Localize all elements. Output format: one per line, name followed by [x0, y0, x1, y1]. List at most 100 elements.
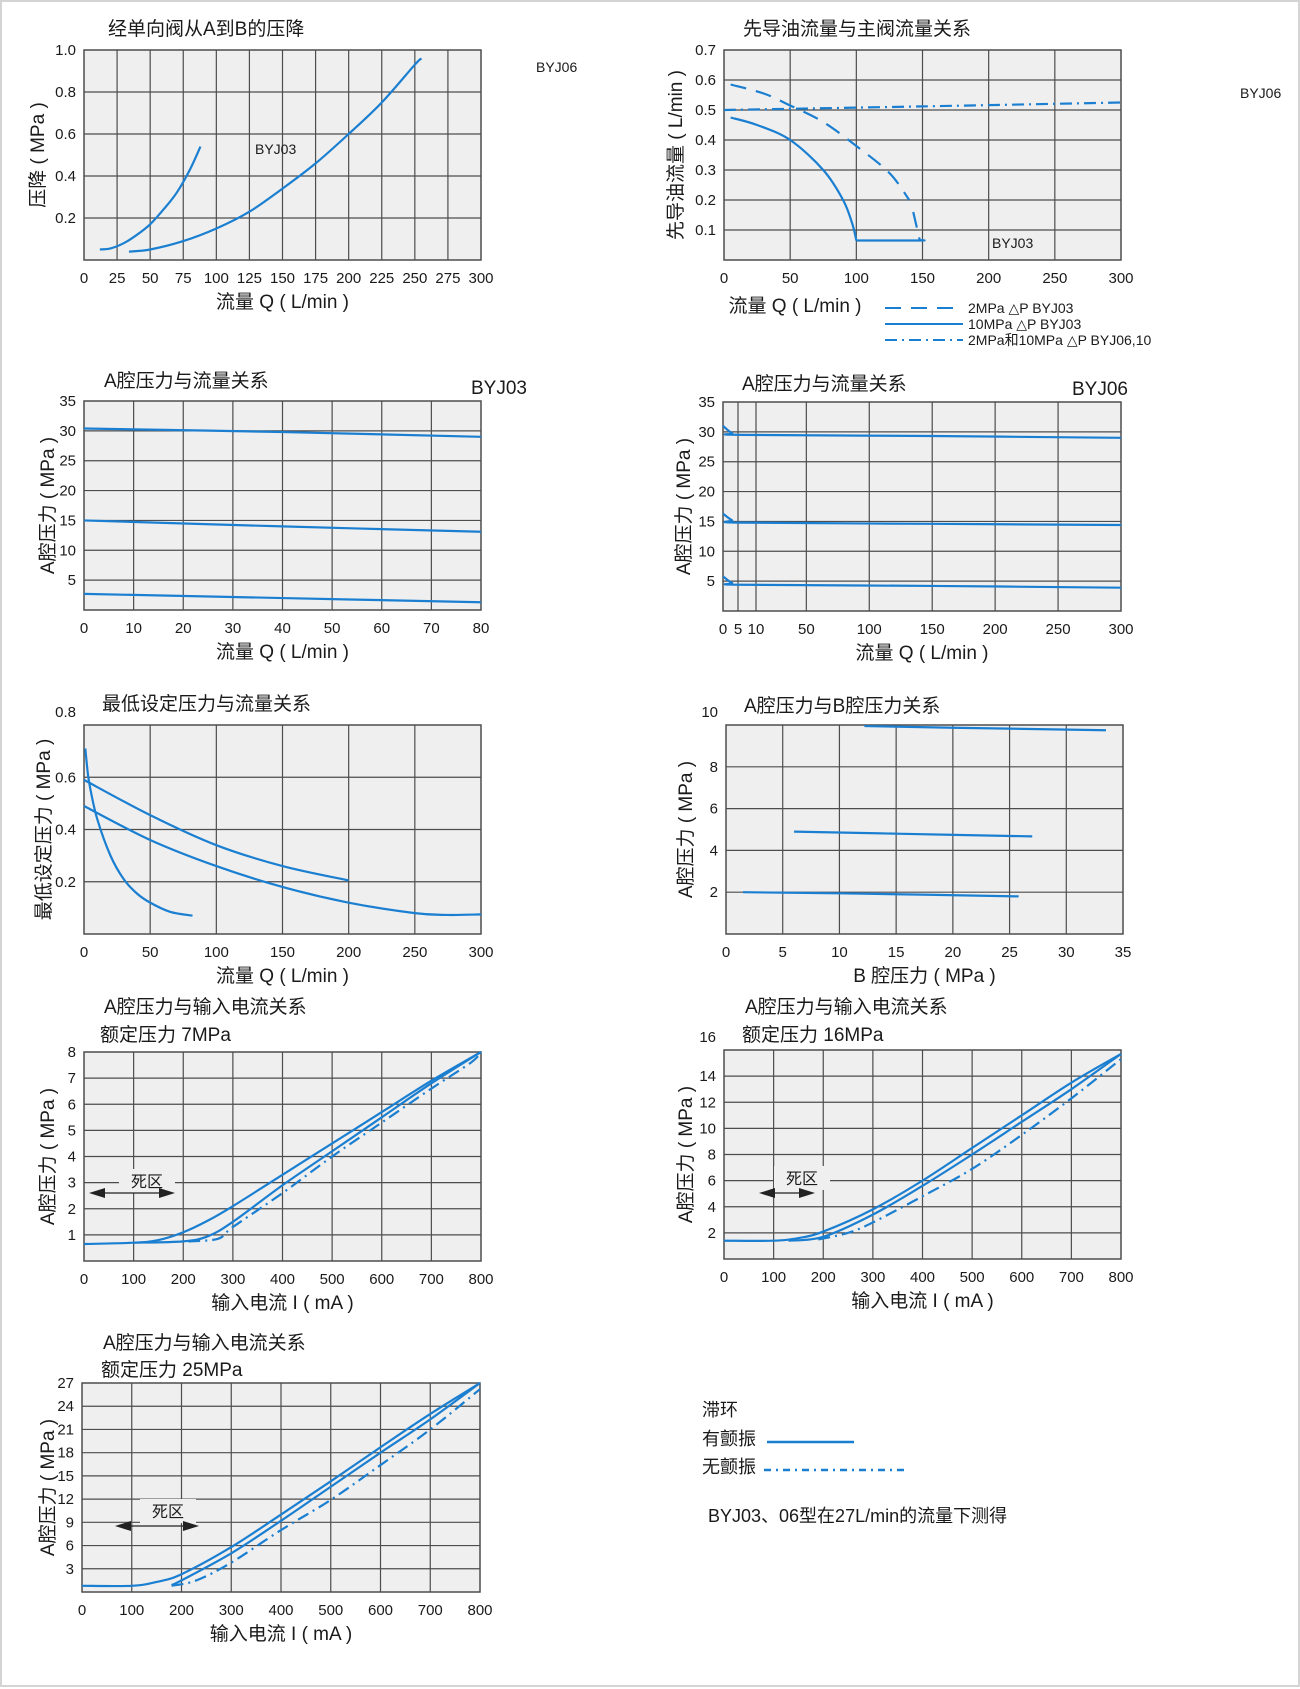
x-axis-label: 输入电流 I ( mA )	[211, 1292, 354, 1314]
series-line-1	[864, 724, 1107, 732]
chart-title: 最低设定压力与流量关系	[102, 693, 311, 715]
dead-zone-label: 死区	[131, 1174, 163, 1191]
y-tick-label: 30	[698, 424, 715, 441]
x-tick-label: 500	[320, 1271, 345, 1288]
x-tick-label: 50	[782, 270, 799, 287]
y-tick-label: 6	[708, 1173, 716, 1190]
dead-zone-label-bg	[774, 1166, 830, 1190]
chart-subtitle: 额定压力 25MPa	[101, 1359, 243, 1381]
x-tick-label: 150	[270, 270, 295, 287]
y-tick-label: 6	[68, 1096, 76, 1113]
series-line-2	[788, 1053, 1122, 1242]
y-tick-label: 0.4	[55, 822, 76, 839]
x-tick-label: 30	[1058, 944, 1075, 961]
chart-1: 0 25 50 75 100 125 150 175 200 225 250 275 300 0.2 0.4…	[27, 18, 577, 313]
x-tick-label: 200	[976, 270, 1001, 287]
y-tick-label: 6	[66, 1538, 74, 1555]
chart-title: A腔压力与输入电流关系	[103, 1332, 306, 1354]
x-tick-label: 20	[945, 944, 962, 961]
x-tick-label: 300	[1108, 270, 1133, 287]
x-tick-label: 150	[910, 270, 935, 287]
hysteresis-legend: 滞环 有颤振 无颤振 BYJ03、06型在27L/min的流量下测得	[702, 1400, 1007, 1526]
x-tick-label: 800	[1108, 1269, 1133, 1286]
x-tick-label: 200	[336, 270, 361, 287]
x-tick-label: 50	[798, 621, 815, 638]
charts: 0 25 50 75 100 125 150 175 200 225 250 275 3000.20.4…	[27, 18, 1281, 1645]
legend-without-dither-label: 无颤振	[702, 1457, 756, 1477]
x-axis-label: 流量 Q ( L/min )	[216, 641, 349, 663]
y-axis-label: 先导油流量 ( L/min )	[665, 70, 687, 240]
series-line-3	[722, 575, 1122, 589]
series-line-3	[171, 1388, 481, 1587]
x-tick-label: 700	[419, 1271, 444, 1288]
x-tick-label: 150	[920, 621, 945, 638]
y-tick-label: 4	[708, 1199, 716, 1216]
x-tick-label: 100	[761, 1269, 786, 1286]
chart-title: A腔压力与流量关系	[104, 370, 269, 392]
x-tick-label: 200	[169, 1602, 194, 1619]
y-tick-label: 15	[59, 512, 76, 529]
x-axis-label: 流量 Q ( L/min )	[855, 642, 988, 664]
y-tick-label: 20	[698, 484, 715, 501]
y-tick-label: 9	[66, 1514, 74, 1531]
legend-label: 2MPa和10MPa △P BYJ06,10	[968, 332, 1151, 348]
x-tick-label: 40	[274, 620, 291, 637]
x-tick-label: 400	[910, 1269, 935, 1286]
y-tick-label: 5	[707, 573, 715, 590]
gridlines	[724, 50, 1121, 260]
x-axis-label: 输入电流 I ( mA )	[851, 1290, 994, 1312]
y-tick-label: 35	[59, 393, 76, 410]
y-tick-label: 0.5	[695, 102, 716, 119]
x-tick-label: 100	[204, 270, 229, 287]
x-tick-label: 300	[468, 944, 493, 961]
series-annotation: BYJ06	[1240, 85, 1281, 101]
gridlines	[84, 1052, 481, 1261]
x-tick-label: 0	[80, 944, 88, 961]
series-line-1	[99, 146, 202, 251]
gridlines	[84, 725, 481, 934]
y-tick-label: 25	[698, 454, 715, 471]
series-line-2	[83, 778, 349, 882]
plot-area	[722, 401, 1122, 612]
series-line-3	[83, 805, 482, 917]
x-tick-label: 50	[142, 270, 159, 287]
series-line-2	[171, 1382, 481, 1587]
x-axis-label: 流量 Q ( L/min )	[216, 291, 349, 313]
arrow-right-icon	[159, 1188, 175, 1198]
x-tick-label: 5	[734, 621, 742, 638]
x-tick-label: 175	[303, 270, 328, 287]
y-tick-label: 3	[66, 1561, 74, 1578]
y-tick-label: 4	[68, 1149, 76, 1166]
series-line-2	[722, 512, 1122, 527]
y-tick-label: 0.8	[55, 704, 76, 721]
x-tick-label: 225	[369, 270, 394, 287]
y-tick-label: 10	[701, 704, 718, 721]
x-tick-label: 70	[423, 620, 440, 637]
y-tick-label: 18	[57, 1445, 74, 1462]
y-tick-label: 21	[57, 1421, 74, 1438]
y-tick-label: 0.8	[55, 84, 76, 101]
x-axis-label: 流量 Q ( L/min )	[216, 965, 349, 987]
legend-label: 10MPa △P BYJ03	[968, 316, 1081, 332]
chart-9: 0 100 200 300 400 500 600 700 800 3 6 9 12 15 18 21 24 27…	[37, 1332, 493, 1645]
chart-title: A腔压力与输入电流关系	[745, 996, 948, 1018]
x-tick-label: 50	[142, 944, 159, 961]
y-tick-label: 0.2	[695, 192, 716, 209]
chart-6: 0 5 10 15 20 25 30 35 2 4 6 8 10 A腔压力与B腔压力关系 B 腔压力 ( M…	[675, 695, 1131, 987]
arrow-left-icon	[115, 1521, 131, 1531]
chart-title: 经单向阀从A到B的压降	[108, 18, 304, 40]
series-line-1	[81, 1382, 481, 1588]
x-tick-label: 10	[831, 944, 848, 961]
y-tick-label: 10	[699, 1120, 716, 1137]
y-axis-label: A腔压力 ( MPa )	[673, 438, 695, 575]
x-tick-label: 250	[402, 270, 427, 287]
x-tick-label: 80	[473, 620, 490, 637]
x-tick-label: 800	[467, 1602, 492, 1619]
y-tick-label: 8	[710, 759, 718, 776]
series-line-2	[794, 830, 1033, 838]
y-tick-label: 8	[68, 1044, 76, 1061]
x-tick-label: 100	[857, 621, 882, 638]
legend-title: 滞环	[702, 1400, 738, 1420]
